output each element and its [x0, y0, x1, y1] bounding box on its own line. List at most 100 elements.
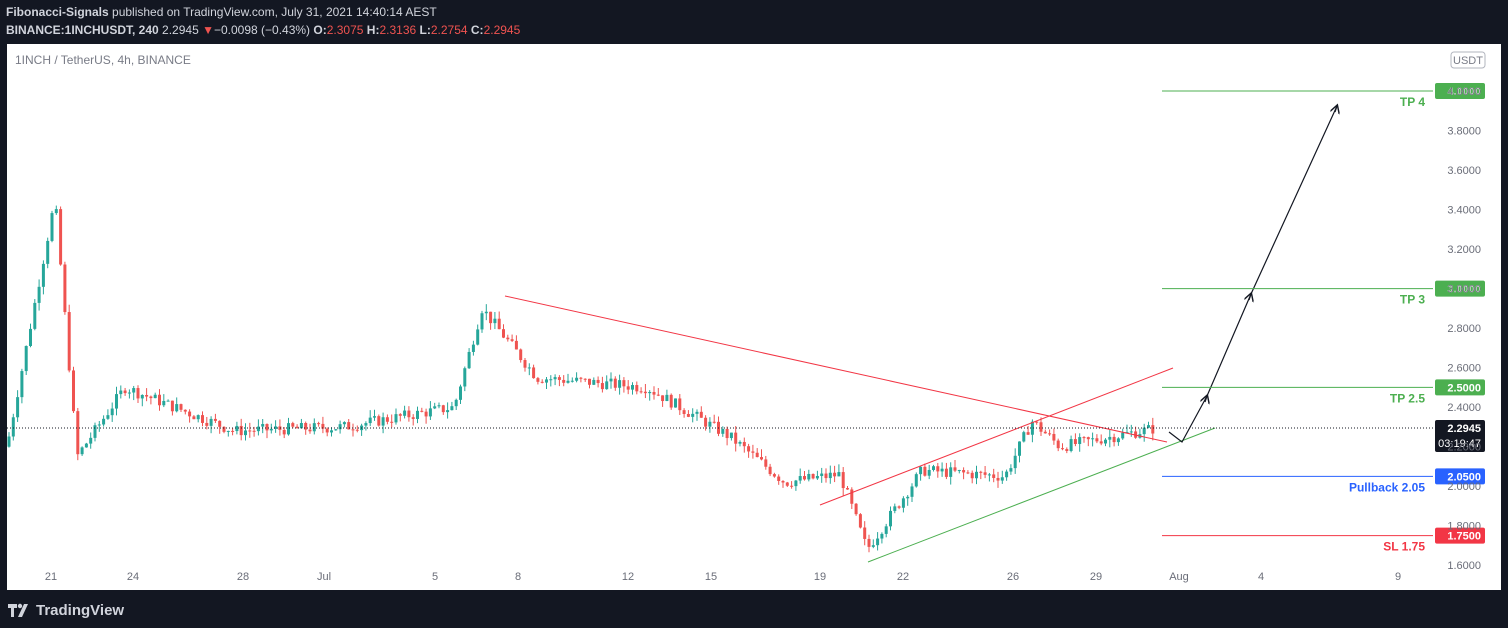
candle — [841, 467, 845, 496]
currency-badge[interactable]: USDT — [1450, 51, 1486, 69]
tradingview-logo[interactable]: TradingView — [6, 598, 124, 622]
x-tick-label: Jul — [317, 571, 331, 583]
candle-body — [1009, 468, 1013, 472]
candle — [33, 299, 37, 331]
candle-body — [927, 469, 931, 476]
candle — [347, 419, 351, 430]
candle — [269, 423, 273, 434]
candle — [682, 408, 686, 418]
candle — [183, 409, 187, 415]
candle-body — [97, 424, 101, 426]
candle — [1104, 438, 1107, 447]
candle-body — [729, 432, 733, 439]
candle — [622, 377, 626, 393]
candle-body — [1091, 438, 1095, 440]
y-tick-label: 1.6000 — [1447, 560, 1481, 572]
candle — [158, 389, 161, 411]
candle-body — [1121, 432, 1125, 439]
candle-body — [398, 414, 402, 416]
candle — [1026, 425, 1030, 435]
y-tick-label: 2.8000 — [1447, 323, 1481, 335]
candle-body — [1048, 433, 1052, 435]
candle — [385, 414, 389, 425]
candle — [72, 366, 75, 414]
change-down-icon: ▼ — [202, 23, 214, 37]
candle-body — [751, 451, 755, 453]
candle — [549, 375, 553, 387]
chart-panel[interactable]: 1INCH / TetherUS, 4h, BINANCE USDT TP 4 4… — [7, 44, 1501, 590]
candle — [416, 406, 419, 424]
author-name[interactable]: Fibonacci-Signals — [6, 5, 109, 19]
candle — [123, 387, 127, 396]
candle-body — [59, 209, 63, 265]
candle — [149, 395, 153, 405]
candle-body — [377, 416, 381, 426]
candle — [691, 408, 695, 423]
candle-body — [278, 426, 282, 430]
candle — [265, 423, 269, 439]
x-tick-label: 4 — [1258, 571, 1264, 583]
y-tick-label: 3.2000 — [1447, 244, 1481, 256]
candle-body — [136, 388, 140, 399]
candle — [536, 376, 540, 385]
candle-body — [385, 417, 389, 422]
candle — [803, 471, 806, 481]
candle-body — [635, 385, 639, 392]
candle-body — [695, 411, 699, 414]
candle-body — [527, 367, 531, 369]
candle-body — [678, 398, 682, 411]
candle-body — [506, 337, 510, 340]
candle — [837, 464, 841, 477]
candle — [291, 421, 295, 429]
candle — [381, 412, 385, 434]
candle-body — [261, 424, 265, 427]
level-price-label: 2.5000 — [1447, 382, 1481, 394]
candle-body — [966, 472, 970, 474]
candle-body — [815, 475, 819, 479]
x-tick-label: 24 — [127, 571, 139, 583]
arrowhead — [1249, 294, 1251, 300]
candle-body — [622, 380, 626, 387]
candle-body — [295, 426, 299, 429]
candle — [927, 464, 931, 480]
candle — [256, 419, 260, 436]
candle-body — [936, 466, 940, 472]
candle — [1056, 438, 1060, 452]
candle-body — [557, 377, 561, 380]
currency-badge-label: USDT — [1453, 55, 1483, 67]
x-tick-label: 12 — [622, 571, 634, 583]
candle — [532, 364, 536, 379]
candle-body — [755, 452, 759, 458]
candle-body — [158, 394, 161, 406]
candle — [312, 418, 316, 435]
candle — [84, 442, 88, 448]
price-chart[interactable]: 1INCH / TetherUS, 4h, BINANCE USDT TP 4 4… — [7, 44, 1501, 590]
last-price: 2.2945 — [162, 23, 199, 37]
candle — [493, 312, 497, 330]
candle-body — [256, 426, 260, 432]
candle-body — [170, 400, 174, 412]
candle — [1009, 464, 1013, 475]
candle — [962, 467, 966, 480]
y-tick-label: 4.0000 — [1447, 86, 1481, 98]
candle — [876, 532, 880, 551]
candle-body — [390, 421, 394, 423]
candle — [1116, 437, 1120, 446]
candle-body — [93, 425, 97, 438]
candle — [480, 310, 484, 333]
candle-body — [368, 417, 372, 424]
candle — [669, 393, 673, 410]
candle-body — [1061, 448, 1064, 450]
candle — [1147, 421, 1150, 429]
candle-body — [33, 302, 37, 329]
candle — [1043, 429, 1047, 434]
candle — [867, 534, 871, 553]
level-price-tag — [1435, 379, 1485, 396]
candle-body — [940, 468, 944, 472]
candle-body — [291, 423, 295, 427]
candle-body — [583, 378, 587, 380]
candle-body — [411, 417, 415, 419]
candle — [1022, 430, 1026, 443]
candle — [854, 503, 858, 516]
candle — [175, 397, 179, 413]
